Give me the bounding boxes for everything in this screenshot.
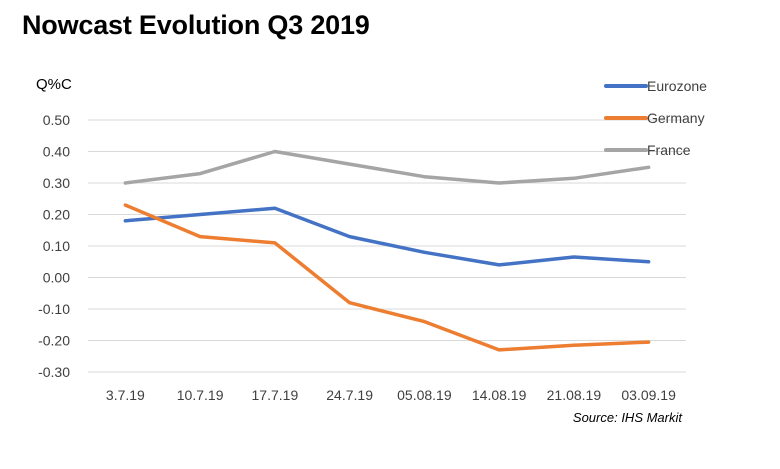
- x-tick-label: 10.7.19: [177, 387, 224, 403]
- data-point-eurozone: [123, 219, 127, 223]
- data-point-france: [348, 162, 352, 166]
- data-point-france: [647, 165, 651, 169]
- data-point-germany: [348, 301, 352, 305]
- legend: Eurozone Germany France: [604, 78, 707, 158]
- data-point-eurozone: [198, 213, 202, 216]
- data-point-germany: [647, 340, 651, 344]
- y-tick-label: 0.30: [43, 175, 70, 191]
- y-axis-label: Q%C: [36, 76, 72, 93]
- x-tick-label: 24.7.19: [326, 387, 373, 403]
- gridlines: [88, 119, 686, 373]
- y-tick-label: -0.20: [38, 333, 70, 349]
- data-point-france: [273, 150, 277, 153]
- y-tick-label: 0.50: [43, 112, 70, 128]
- data-point-france: [497, 181, 501, 185]
- series-lines: [123, 149, 651, 352]
- legend-label-france: France: [647, 142, 691, 158]
- series-line-france: [123, 149, 651, 185]
- x-tick-label: 05.08.19: [397, 387, 452, 403]
- x-tick-label: 21.08.19: [547, 387, 602, 403]
- data-point-france: [198, 172, 202, 176]
- data-point-eurozone: [572, 255, 576, 259]
- legend-label-eurozone: Eurozone: [647, 78, 707, 94]
- chart-title: Nowcast Evolution Q3 2019: [22, 10, 370, 40]
- series-line-germany: [123, 203, 651, 352]
- y-tick-label: 0.00: [43, 270, 70, 286]
- y-tick-label: -0.30: [38, 364, 70, 380]
- data-point-eurozone: [422, 250, 426, 254]
- data-point-eurozone: [497, 263, 501, 267]
- y-tick-label: -0.10: [38, 301, 70, 317]
- data-point-germany: [572, 343, 576, 347]
- x-tick-label: 03.09.19: [621, 387, 676, 403]
- x-tick-label: 17.7.19: [252, 387, 299, 403]
- source-note: Source: IHS Markit: [573, 410, 683, 425]
- x-tick-label: 3.7.19: [106, 387, 145, 403]
- y-axis-ticks: -0.30 -0.20 -0.10 0.00 0.10 0.20 0.30 0.40 0.50: [38, 112, 70, 380]
- legend-label-germany: Germany: [647, 110, 705, 126]
- data-point-france: [422, 175, 426, 179]
- data-point-france: [123, 181, 127, 185]
- data-point-germany: [273, 241, 277, 245]
- data-point-germany: [123, 203, 127, 207]
- y-tick-label: 0.20: [43, 207, 70, 223]
- y-tick-label: 0.40: [43, 144, 70, 160]
- data-point-eurozone: [273, 206, 277, 210]
- x-tick-label: 14.08.19: [472, 387, 527, 403]
- data-point-france: [572, 176, 576, 180]
- data-point-eurozone: [348, 235, 352, 239]
- data-point-eurozone: [647, 260, 651, 264]
- series-line-eurozone: [123, 206, 651, 267]
- data-point-germany: [422, 320, 426, 324]
- data-point-germany: [198, 235, 202, 239]
- data-point-germany: [497, 348, 501, 352]
- y-tick-label: 0.10: [43, 238, 70, 254]
- x-axis-ticks: 3.7.19 10.7.19 17.7.19 24.7.19 05.08.19 14.08…: [106, 387, 676, 403]
